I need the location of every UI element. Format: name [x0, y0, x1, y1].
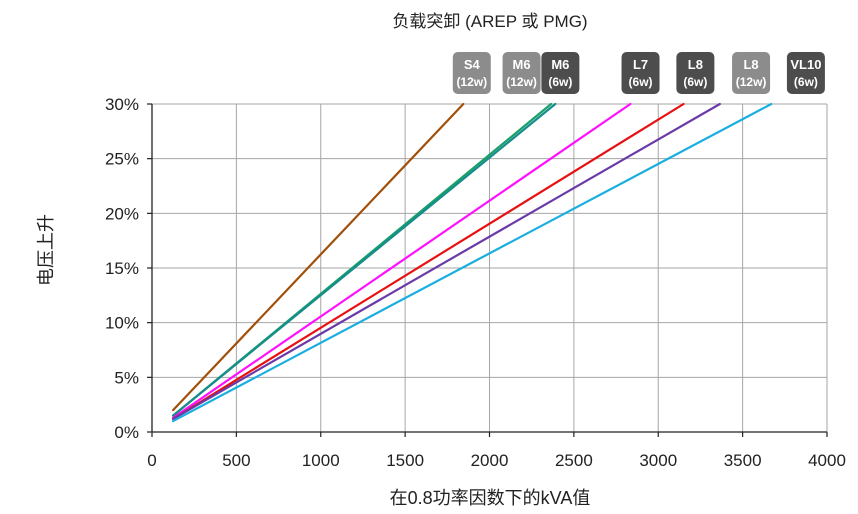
legend-badge: L8 (6w)	[676, 52, 715, 94]
legend-badge-winding: (12w)	[736, 75, 767, 89]
legend-badge-winding: (12w)	[506, 75, 537, 89]
series-line-1	[171, 102, 465, 412]
legend-badge: L7 (6w)	[621, 52, 660, 94]
legend-badge-model: S4	[464, 57, 481, 72]
series-line-5	[171, 102, 685, 420]
series-line-7	[171, 102, 773, 423]
legend-badge-model: M6	[551, 57, 569, 72]
legend-badge-winding: (6w)	[629, 75, 653, 89]
x-tick-label: 4000	[808, 451, 846, 470]
legend-badge-model: L8	[688, 57, 703, 72]
legend-badge: M6 (12w)	[502, 52, 541, 94]
y-axis-label: 电压上升	[36, 214, 56, 286]
legend-badge-winding: (6w)	[794, 75, 818, 89]
legend-badges: S4 (12w) M6 (12w) M6 (6w) L7 (6w) L8 (6w) L8 (12w) V…	[452, 52, 825, 94]
legend-badge-winding: (6w)	[548, 75, 572, 89]
legend-badge-winding: (6w)	[683, 75, 707, 89]
legend-badge-winding: (12w)	[456, 75, 487, 89]
legend-badge-bg	[621, 52, 660, 94]
legend-badge-bg	[676, 52, 715, 94]
series-line-6	[171, 102, 721, 420]
legend-badge-model: M6	[513, 57, 531, 72]
y-tick-label: 25%	[105, 150, 139, 169]
legend-badge-model: L7	[633, 57, 648, 72]
legend-badge: L8 (12w)	[732, 52, 771, 94]
x-tick-labels: 0 500 1000 1500 2000 2500 3000 3500 4000	[147, 451, 846, 470]
y-tick-label: 5%	[114, 368, 139, 387]
x-tick-label: 2500	[555, 451, 593, 470]
legend-badge: VL10 (6w)	[786, 52, 825, 94]
x-tick-label: 2000	[471, 451, 509, 470]
x-tick-label: 3500	[724, 451, 762, 470]
legend-badge-bg	[732, 52, 771, 94]
grid	[151, 103, 828, 433]
legend-badge-model: VL10	[790, 57, 821, 72]
legend-badge-bg	[786, 52, 825, 94]
y-tick-labels: 0% 5% 10% 15% 20% 25% 30%	[105, 95, 139, 442]
x-tick-label: 1500	[386, 451, 424, 470]
y-tick-label: 0%	[114, 423, 139, 442]
x-tick-label: 1000	[302, 451, 340, 470]
y-tick-label: 20%	[105, 204, 139, 223]
legend-badge: S4 (12w)	[452, 52, 491, 94]
legend-badge-bg	[502, 52, 541, 94]
y-tick-label: 15%	[105, 259, 139, 278]
series-line-3	[171, 102, 557, 417]
x-axis-label: 在0.8功率因数下的kVA值	[390, 488, 591, 508]
legend-badge: M6 (6w)	[541, 52, 580, 94]
legend-badge-bg	[541, 52, 580, 94]
series-lines	[171, 102, 773, 423]
chart-title: 负载突卸 (AREP 或 PMG)	[392, 12, 587, 31]
x-tick-label: 3000	[639, 451, 677, 470]
y-tick-label: 10%	[105, 314, 139, 333]
y-tick-label: 30%	[105, 95, 139, 114]
x-tick-label: 0	[147, 451, 156, 470]
legend-badge-bg	[452, 52, 491, 94]
legend-badge-model: L8	[743, 57, 758, 72]
x-tick-label: 500	[222, 451, 250, 470]
series-line-4	[171, 102, 632, 419]
axes	[147, 103, 828, 437]
